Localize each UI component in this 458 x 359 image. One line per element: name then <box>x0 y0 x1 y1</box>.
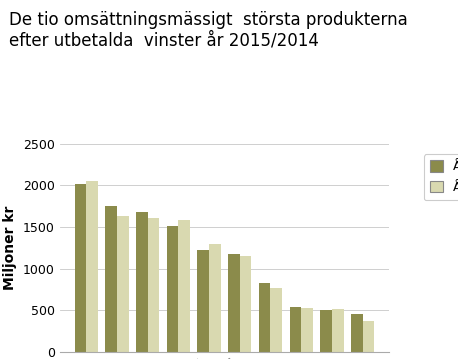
Y-axis label: Miljoner kr: Miljoner kr <box>3 205 17 290</box>
Bar <box>75 183 86 352</box>
Bar <box>259 283 271 352</box>
Bar <box>271 288 282 352</box>
Bar <box>240 256 251 352</box>
Bar <box>117 216 129 352</box>
Text: De tio omsättningsmässigt  största produkterna
efter utbetalda  vinster år 2015/: De tio omsättningsmässigt största produk… <box>9 11 408 50</box>
Bar <box>167 226 178 352</box>
Bar <box>301 308 313 352</box>
Legend: År 2015, År 2014: År 2015, År 2014 <box>424 154 458 200</box>
Bar <box>351 314 363 352</box>
Bar <box>197 250 209 352</box>
Bar <box>320 310 332 352</box>
Bar <box>86 181 98 352</box>
Bar <box>136 212 147 352</box>
Bar <box>228 254 240 352</box>
Bar <box>332 308 344 352</box>
Bar <box>105 206 117 352</box>
Bar <box>363 321 374 352</box>
Bar <box>147 218 159 352</box>
Bar <box>209 243 221 352</box>
Bar <box>289 307 301 352</box>
Bar <box>178 220 190 352</box>
